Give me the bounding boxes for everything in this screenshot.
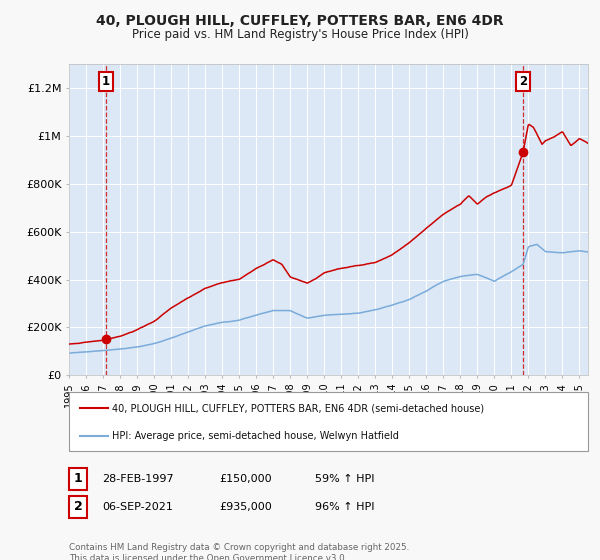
Text: 1: 1 xyxy=(101,75,110,88)
Text: 2: 2 xyxy=(519,75,527,88)
Text: 59% ↑ HPI: 59% ↑ HPI xyxy=(315,474,374,484)
Text: £935,000: £935,000 xyxy=(219,502,272,512)
Text: 28-FEB-1997: 28-FEB-1997 xyxy=(102,474,173,484)
Text: 96% ↑ HPI: 96% ↑ HPI xyxy=(315,502,374,512)
Text: 06-SEP-2021: 06-SEP-2021 xyxy=(102,502,173,512)
Text: Price paid vs. HM Land Registry's House Price Index (HPI): Price paid vs. HM Land Registry's House … xyxy=(131,28,469,41)
Text: 2: 2 xyxy=(74,500,82,514)
Text: 1: 1 xyxy=(74,472,82,486)
Text: 40, PLOUGH HILL, CUFFLEY, POTTERS BAR, EN6 4DR (semi-detached house): 40, PLOUGH HILL, CUFFLEY, POTTERS BAR, E… xyxy=(112,403,484,413)
Text: HPI: Average price, semi-detached house, Welwyn Hatfield: HPI: Average price, semi-detached house,… xyxy=(112,431,399,441)
Text: £150,000: £150,000 xyxy=(219,474,272,484)
Text: Contains HM Land Registry data © Crown copyright and database right 2025.
This d: Contains HM Land Registry data © Crown c… xyxy=(69,543,409,560)
Text: 40, PLOUGH HILL, CUFFLEY, POTTERS BAR, EN6 4DR: 40, PLOUGH HILL, CUFFLEY, POTTERS BAR, E… xyxy=(96,14,504,28)
